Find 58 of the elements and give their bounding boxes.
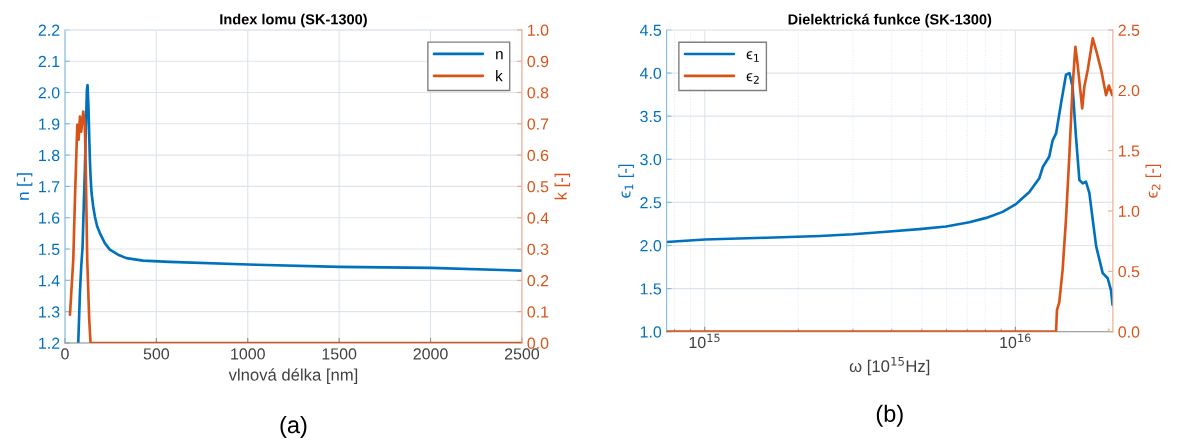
y-tick-label: 2.0 bbox=[640, 240, 662, 252]
y-tick-label: 2.0 bbox=[38, 87, 60, 99]
y2-axis-title: k [-] bbox=[554, 173, 571, 200]
legend-label: n bbox=[496, 51, 503, 60]
y2-tick-label: 1.0 bbox=[528, 24, 549, 36]
y-tick-label: 1.2 bbox=[39, 337, 60, 349]
y2-tick-label: 0.6 bbox=[527, 149, 549, 162]
x-axis-title: vlnová délka [nm] bbox=[228, 368, 358, 385]
y2-tick-label: 0.8 bbox=[527, 87, 549, 99]
x-tick-label: 0 bbox=[61, 348, 69, 360]
y-tick-label: 1.5 bbox=[39, 243, 60, 255]
y2-tick-label: 1.5 bbox=[1118, 145, 1140, 157]
y2-tick-label: 0.9 bbox=[527, 55, 549, 68]
y-axis-title: n [-] bbox=[16, 173, 33, 200]
y2-tick-label: 0.0 bbox=[527, 337, 549, 349]
y-tick-label: 2.5 bbox=[640, 197, 662, 209]
x-tick-label: 10$^{16}$ bbox=[1000, 333, 1031, 349]
y2-tick-label: 0.2 bbox=[527, 274, 549, 287]
x-tick-label: 2000 bbox=[413, 348, 448, 360]
y-tick-label: 1.9 bbox=[39, 118, 60, 130]
x-tick-label: 10$^{15}$ bbox=[689, 333, 720, 349]
y-tick-label: 1.4 bbox=[39, 275, 60, 287]
y-tick-label: 1.6 bbox=[39, 212, 60, 224]
x-axis-title: ω [10$^{15}$Hz] bbox=[849, 357, 930, 376]
y2-tick-label: 1.0 bbox=[1118, 205, 1140, 217]
chart-title: Dielektrická funkce (SK-1300) bbox=[788, 13, 992, 28]
x-tick-label: 1500 bbox=[322, 348, 357, 360]
y-tick-label: 2.2 bbox=[38, 24, 60, 36]
y2-tick-label: 0.5 bbox=[1118, 265, 1140, 278]
x-tick-label: 1000 bbox=[231, 348, 265, 360]
y-tick-label: 1.8 bbox=[39, 149, 60, 162]
y-tick-label: 1.7 bbox=[39, 181, 60, 193]
y2-tick-label: 2.5 bbox=[1118, 24, 1140, 36]
x-tick-label: 500 bbox=[143, 348, 170, 360]
y2-tick-label: 0.4 bbox=[527, 212, 549, 224]
text: (b) bbox=[876, 404, 903, 427]
y2-tick-label: 0.5 bbox=[527, 181, 549, 193]
x-tick-label: 2500 bbox=[504, 348, 540, 360]
y-tick-label: 1.0 bbox=[640, 326, 662, 338]
y-axis-title: ϵ$_{1}$ [-] bbox=[618, 164, 634, 198]
chart-title: Index lomu (SK-1300) bbox=[220, 13, 367, 28]
y-tick-label: 2.1 bbox=[38, 55, 60, 67]
y2-tick-label: 0.7 bbox=[527, 118, 549, 130]
y-tick-label: 4.0 bbox=[639, 67, 662, 80]
legend-label: k bbox=[496, 70, 503, 82]
y-tick-label: 3.0 bbox=[640, 153, 662, 166]
y2-tick-label: 0.1 bbox=[527, 306, 549, 318]
y-tick-label: 3.5 bbox=[640, 110, 662, 123]
y-tick-label: 4.5 bbox=[639, 24, 662, 36]
legend-label: ϵ$_{2}$ bbox=[746, 73, 759, 84]
y-tick-label: 1.5 bbox=[640, 283, 662, 295]
y2-tick-label: 2.0 bbox=[1118, 84, 1140, 97]
y-tick-label: 1.3 bbox=[39, 306, 60, 318]
legend-label: ϵ$_{1}$ bbox=[746, 51, 759, 62]
y2-axis-title: ϵ$_{2}$ [-] bbox=[1145, 164, 1162, 198]
y2-tick-label: 0.0 bbox=[1118, 326, 1140, 338]
text: (a) bbox=[280, 415, 307, 438]
y2-tick-label: 0.3 bbox=[527, 243, 549, 255]
